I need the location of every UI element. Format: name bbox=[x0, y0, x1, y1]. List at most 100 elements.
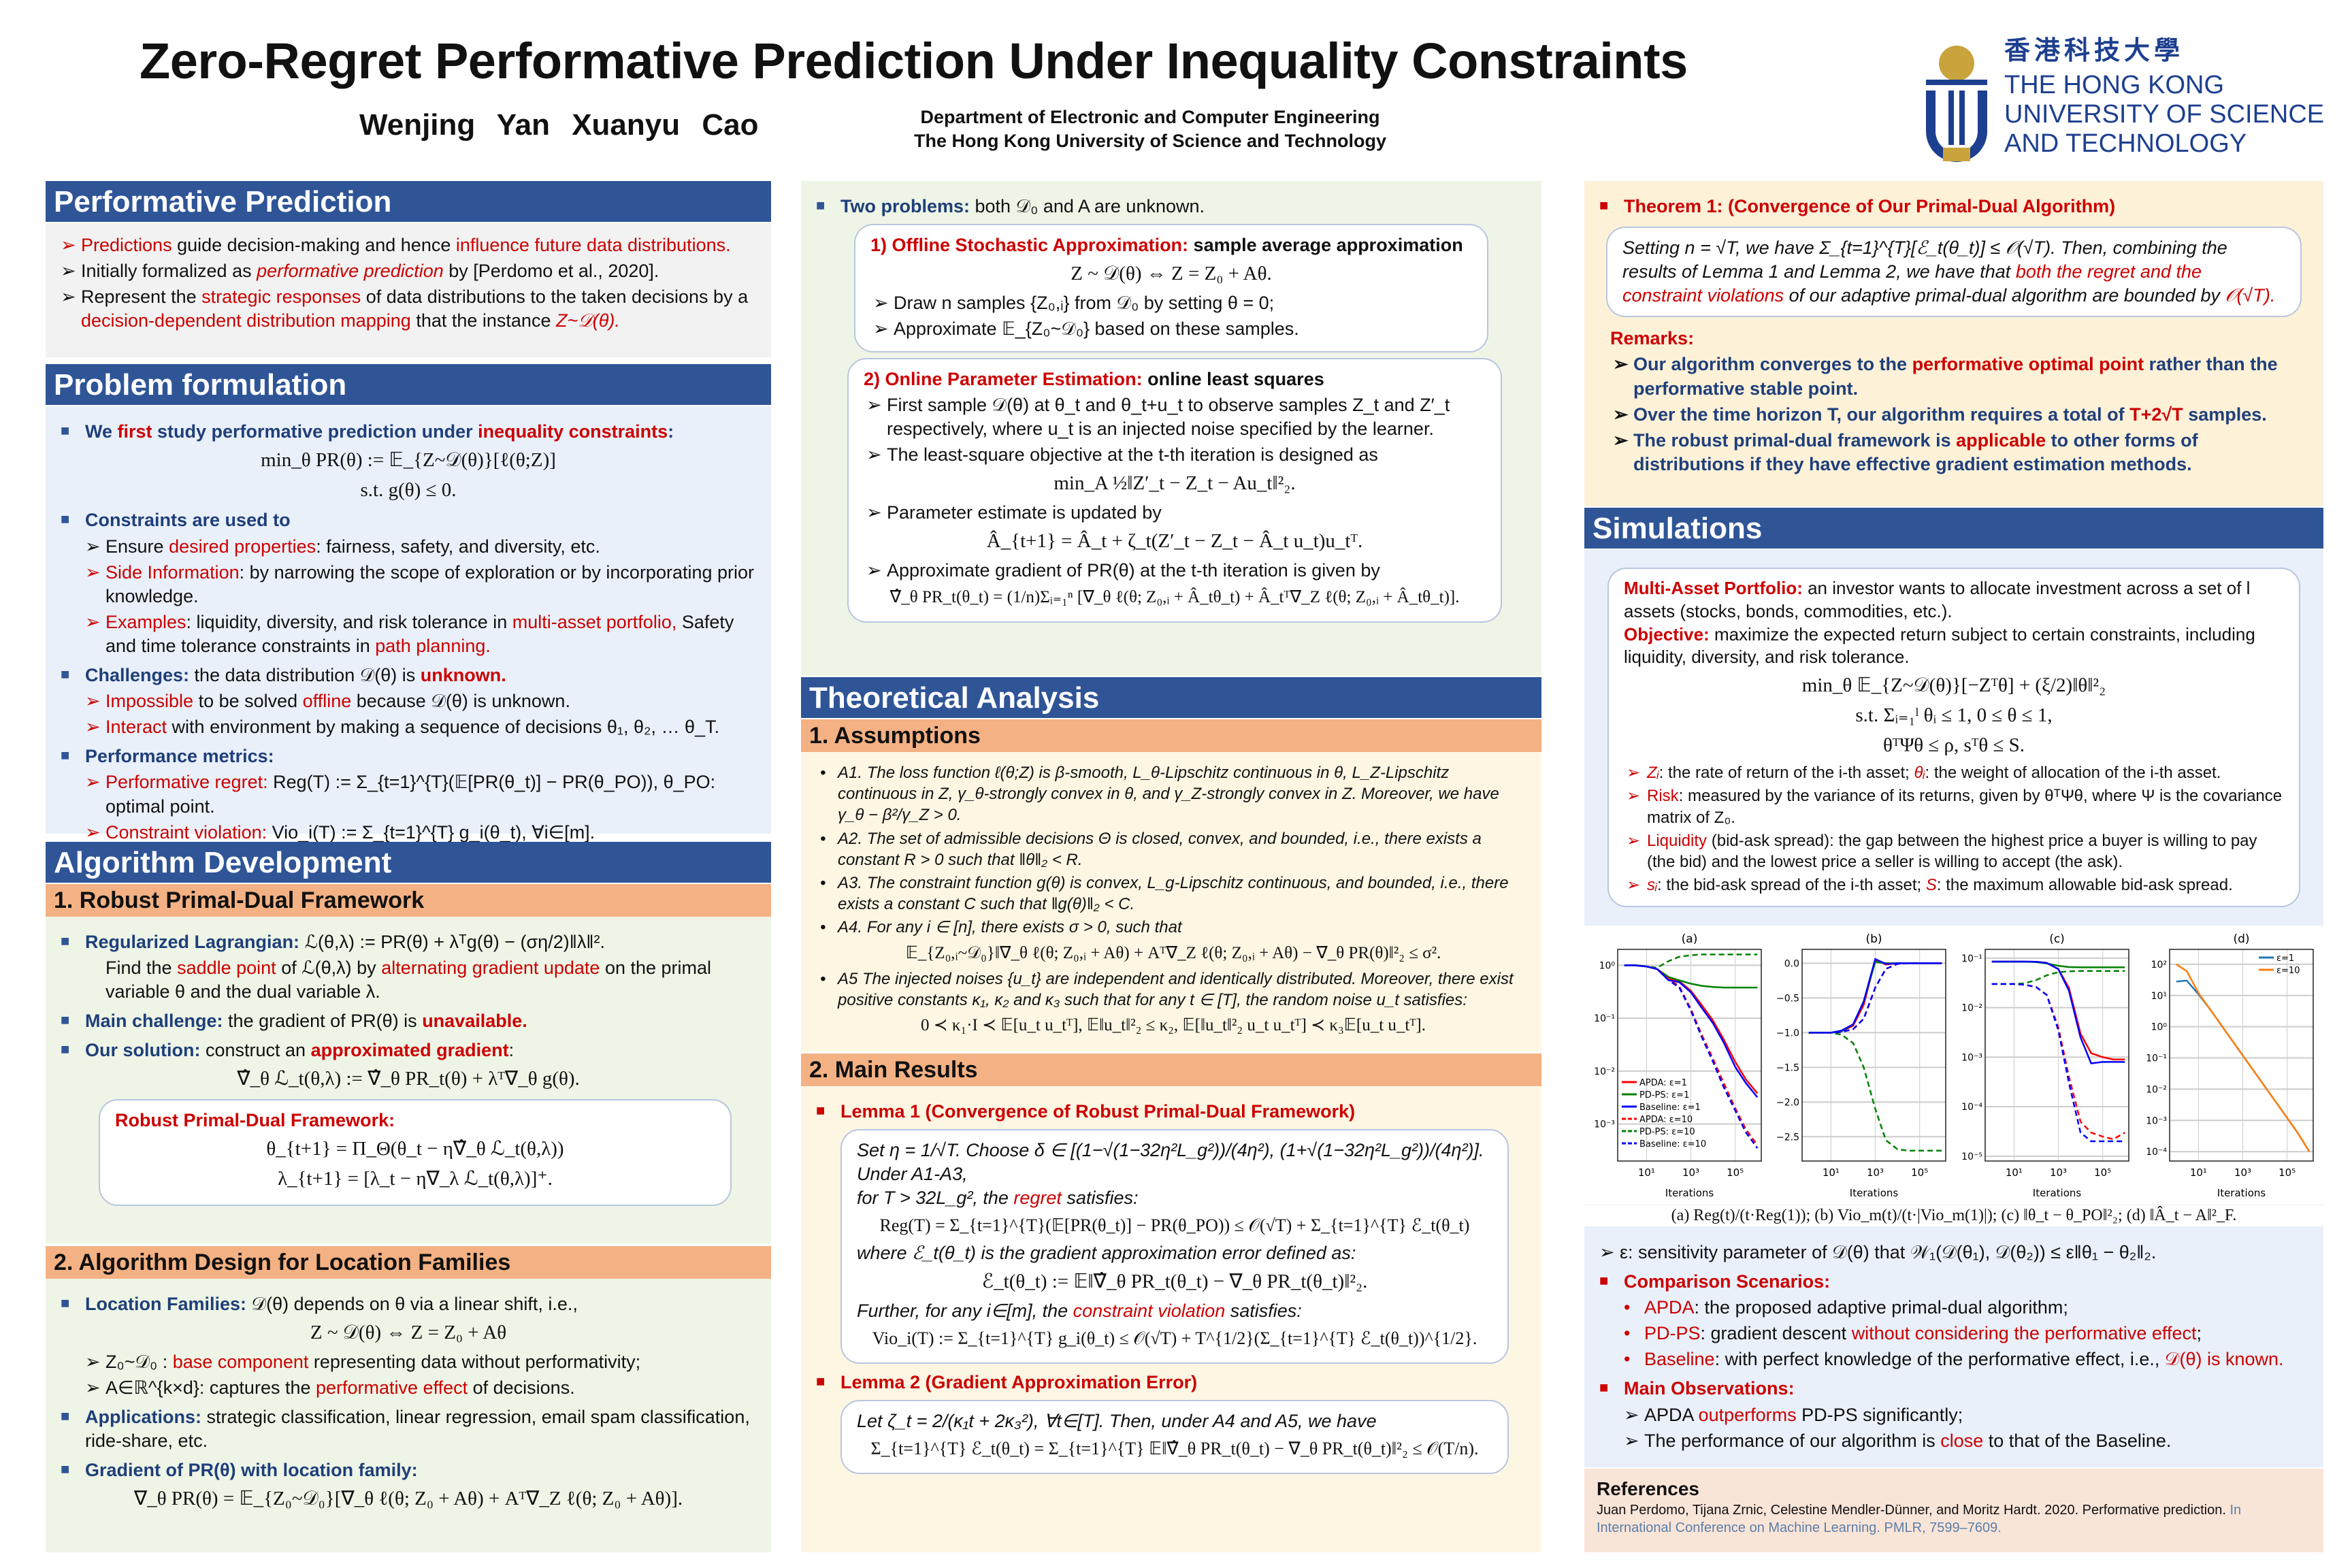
section-header-algorithm-development: Algorithm Development bbox=[46, 842, 771, 883]
bullet: A∈ℝ^{k×d}: captures the performative eff… bbox=[82, 1376, 759, 1400]
text-segment: online least squares bbox=[1142, 369, 1324, 390]
text-segment: Liquidity bbox=[1647, 831, 1708, 850]
assumption-a1: A1. The loss function ℓ(θ;Z) is β-smooth… bbox=[817, 762, 1529, 826]
equation: Reg(T) = Σ_{t=1}^{T}(𝔼[PR(θ_t)] − PR(θ_P… bbox=[879, 1215, 1470, 1236]
bullet: The least-square objective at the t-th i… bbox=[864, 443, 1486, 467]
equation: min_A ½‖Z′_t − Z_t − Au_t‖²₂. bbox=[1054, 472, 1296, 495]
text-segment: : bbox=[508, 1040, 514, 1061]
text-segment: 𝒟(θ) depends on θ via a linear shift, i.… bbox=[251, 1294, 578, 1314]
observations-title: Main Observations: bbox=[1597, 1377, 2318, 1401]
x-tick-label: 10⁵ bbox=[1727, 1166, 1744, 1179]
text-segment: of decisions. bbox=[468, 1377, 575, 1398]
bullet-heading: Applications: strategic classification, … bbox=[58, 1405, 759, 1453]
bullet: Initially formalized as performative pre… bbox=[58, 259, 759, 283]
equation: 𝔼_{Z₀,ᵢ~𝒟₀}‖∇_θ ℓ(θ; Z₀,ᵢ + Aθ) + Aᵀ∇_Z … bbox=[905, 943, 1441, 962]
text-segment: to other forms of distributions if they … bbox=[1633, 429, 2198, 474]
text-segment: First sample 𝒟(θ) at θ_t and θ_t+u_t to … bbox=[887, 395, 1450, 440]
equation: ∇̂_θ PR_t(θ_t) = (1/n)Σᵢ₌₁ⁿ [∇_θ ℓ(θ; Z₀… bbox=[889, 588, 1460, 606]
x-tick-label: 10¹ bbox=[2190, 1166, 2207, 1179]
x-tick-label: 10³ bbox=[1867, 1166, 1884, 1179]
text-segment: inequality constraints bbox=[478, 421, 668, 442]
hkust-emblem-icon bbox=[1926, 46, 1987, 162]
text-segment: Challenges: bbox=[85, 665, 190, 686]
text-segment: Main challenge: bbox=[85, 1011, 223, 1032]
box-title: 1) Offline Stochastic Approximation: sam… bbox=[870, 233, 1472, 257]
equation: s.t. g(θ) ≤ 0. bbox=[360, 478, 457, 501]
bullet: sᵢ: the bid-ask spread of the i-th asset… bbox=[1624, 875, 2284, 896]
bullet: Side Information: by narrowing the scope… bbox=[82, 561, 759, 608]
text-segment: Parameter estimate is updated by bbox=[887, 502, 1162, 523]
paragraph: Further, for any i∈[m], the constraint v… bbox=[857, 1299, 1492, 1323]
y-tick-label: 10⁻² bbox=[1961, 1003, 1982, 1014]
paragraph: Set η = 1/√T. Choose δ ∈ [(1−√(1−32η²L_g… bbox=[857, 1140, 1484, 1185]
bullet-heading: Gradient of PR(θ) with location family: bbox=[58, 1458, 759, 1482]
text-segment: Impossible bbox=[105, 691, 194, 712]
simulation-notes: ε: sensitivity parameter of 𝒟(θ) that 𝒲₁… bbox=[1597, 1239, 2318, 1455]
text-segment: sample average approximation bbox=[1188, 235, 1463, 256]
logo-line1: THE HONG KONG bbox=[2004, 71, 2225, 99]
location-families-panel: Location Families: 𝒟(θ) depends on θ via… bbox=[46, 1279, 771, 1552]
series-line--10 bbox=[2176, 963, 2310, 1152]
y-tick-label: 10⁻¹ bbox=[1594, 1013, 1615, 1024]
remark: The robust primal-dual framework is appl… bbox=[1610, 429, 2311, 476]
x-tick-label: 10³ bbox=[1682, 1166, 1699, 1179]
observation: The performance of our algorithm is clos… bbox=[1621, 1429, 2318, 1453]
references-panel: References Juan Perdomo, Tijana Zrnic, C… bbox=[1584, 1469, 2323, 1552]
remark: Over the time horizon T, our algorithm r… bbox=[1610, 403, 2311, 427]
text-segment: θᵢ bbox=[1914, 764, 1925, 783]
y-tick-label: 10⁰ bbox=[1599, 960, 1616, 971]
text-segment: saddle point bbox=[177, 958, 276, 979]
text-segment: an investor wants to allocate investment… bbox=[1624, 578, 2251, 621]
text-segment: 𝒟(θ) is known. bbox=[2164, 1349, 2284, 1370]
assumption-a2: A2. The set of admissible decisions Θ is… bbox=[817, 828, 1529, 870]
bullet: Draw n samples {Z₀,ᵢ} from 𝒟₀ by setting… bbox=[870, 291, 1472, 315]
series-line-series-2 bbox=[1991, 960, 2125, 1064]
x-axis-label: Iterations bbox=[2033, 1187, 2082, 1199]
bullet-heading: Two problems: both 𝒟₀ and A are unknown. bbox=[813, 195, 1529, 218]
section-header-simulations: Simulations bbox=[1584, 508, 2323, 549]
section-header-problem-formulation: Problem formulation bbox=[46, 364, 771, 405]
y-tick-label: 10⁰ bbox=[2151, 1022, 2168, 1033]
text-segment: ℒ(θ,λ) := PR(θ) + λᵀg(θ) − (ση/2)‖λ‖². bbox=[304, 932, 606, 952]
text-segment: : with perfect knowledge of the performa… bbox=[1714, 1349, 2165, 1370]
text-segment: Reg(T) := Σ_{t=1}^{T}(𝔼[PR(θ_t)] − PR(θ_… bbox=[105, 772, 716, 817]
text-segment: to be solved bbox=[193, 691, 303, 712]
text-segment: Draw n samples {Z₀,ᵢ} from 𝒟₀ by setting… bbox=[894, 292, 1275, 313]
bullet: Performative regret: Reg(T) := Σ_{t=1}^{… bbox=[82, 770, 759, 818]
legend-label: Baseline: ε=1 bbox=[1639, 1102, 1701, 1113]
bullet: Ensure desired properties: fairness, saf… bbox=[82, 535, 759, 559]
text-segment: guide decision-making and hence bbox=[172, 235, 456, 255]
text-segment: to that of the Baseline. bbox=[1983, 1430, 2172, 1451]
text-segment: Constraints are used to bbox=[85, 510, 291, 531]
lemma2-title: Lemma 2 (Gradient Approximation Error) bbox=[813, 1371, 1529, 1394]
text-segment: The robust primal-dual framework is bbox=[1633, 429, 1957, 451]
equation: θ_{t+1} = Π_Θ(θ_t − η∇̂_θ ℒ_t(θ,λ)) bbox=[266, 1138, 564, 1160]
bullet-heading: We first study performative prediction u… bbox=[58, 420, 759, 444]
y-tick-label: 10² bbox=[2151, 960, 2167, 970]
paragraph: Objective: maximize the expected return … bbox=[1624, 623, 2284, 670]
equation: ∇_θ PR(θ) = 𝔼_{Z₀~𝒟₀}[∇_θ ℓ(θ; Z₀ + Aθ) … bbox=[133, 1488, 683, 1510]
paragraph: Multi-Asset Portfolio: an investor wants… bbox=[1624, 577, 2284, 623]
remark: Our algorithm converges to the performat… bbox=[1610, 353, 2311, 400]
text-segment: Regularized Lagrangian: bbox=[85, 932, 305, 952]
text-segment: both 𝒟₀ and A are unknown. bbox=[975, 196, 1205, 216]
online-estimation-box: 2) Online Parameter Estimation: online l… bbox=[847, 358, 1502, 623]
y-tick-label: 10¹ bbox=[2151, 991, 2167, 1002]
comparison-item: Baseline: with perfect knowledge of the … bbox=[1621, 1348, 2318, 1371]
text-segment: Location Families: bbox=[85, 1294, 252, 1314]
equation: Vio_i(T) := Σ_{t=1}^{T} g_i(θ_t) ≤ 𝒪(√T)… bbox=[872, 1328, 1477, 1349]
subheader-location-families: 2. Algorithm Design for Location Familie… bbox=[46, 1246, 771, 1279]
series-line-series-5 bbox=[1991, 983, 2125, 1143]
bullet: Approximate gradient of PR(θ) at the t-t… bbox=[864, 559, 1486, 583]
text-segment: Performative regret: bbox=[105, 772, 274, 793]
text-segment: : the proposed adaptive primal-dual algo… bbox=[1694, 1297, 2068, 1318]
text-segment: close bbox=[1940, 1430, 1984, 1451]
text-segment: Our algorithm converges to the bbox=[1633, 354, 1912, 375]
text-segment: with environment by making a sequence of… bbox=[167, 717, 720, 738]
bullet: Approximate 𝔼_{Z₀~𝒟₀} based on these sam… bbox=[870, 317, 1472, 341]
text-segment: Setting n = √T, we have Σ_{t=1}^{T}[ℰ_t(… bbox=[1622, 238, 2227, 282]
simulation-charts: 10¹ 10³ 10⁵ 10⁻³ 10⁻² 10⁻¹ 10⁰ (a) Iterations APD… bbox=[1584, 926, 2323, 1205]
chart-title: (d) bbox=[2233, 932, 2249, 946]
text-segment: Z~𝒟(θ). bbox=[555, 310, 620, 331]
text-segment: strategic responses bbox=[201, 287, 361, 308]
